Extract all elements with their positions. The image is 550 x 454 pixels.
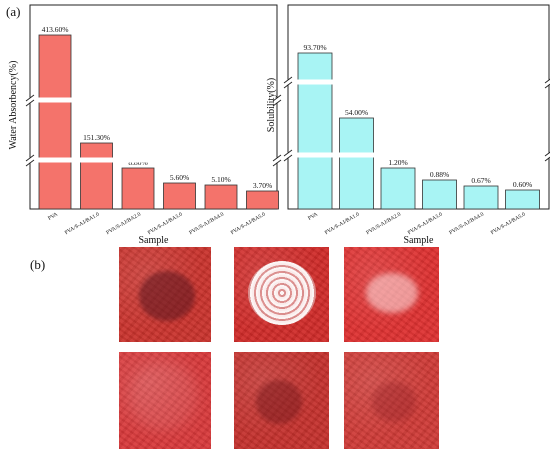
x-tick-label: PVA/S-AJ/BA4.0 bbox=[448, 211, 485, 236]
bar bbox=[505, 189, 540, 210]
bar bbox=[380, 167, 416, 210]
x-tick-label: PVA bbox=[307, 212, 319, 222]
bar bbox=[204, 184, 238, 210]
residue-mark bbox=[366, 273, 418, 313]
data-label: 0.88% bbox=[430, 170, 449, 179]
break-mark bbox=[544, 78, 550, 89]
x-tick-label: PVA/S-AJ/BA1.0 bbox=[64, 211, 101, 236]
sample-photo bbox=[119, 247, 211, 342]
bar bbox=[463, 185, 499, 210]
x-axis-title: Sample bbox=[139, 235, 170, 246]
data-label: 3.70% bbox=[253, 181, 272, 190]
break-mark bbox=[25, 94, 35, 107]
leather-texture bbox=[119, 352, 211, 449]
panel-b-label: (b) bbox=[30, 257, 46, 272]
x-axis-title: Sample bbox=[404, 235, 435, 246]
water-stain bbox=[139, 271, 195, 321]
axis-break bbox=[28, 97, 279, 103]
y-axis-title: Water Absorbency(%) bbox=[8, 61, 19, 150]
y-axis-title: Solubility(%) bbox=[266, 78, 277, 132]
data-label: 0.60% bbox=[513, 180, 532, 189]
bar bbox=[121, 167, 155, 210]
bar bbox=[38, 34, 72, 210]
bar bbox=[297, 52, 333, 210]
bar bbox=[80, 142, 113, 210]
bar bbox=[163, 182, 196, 210]
clean-surface bbox=[129, 362, 199, 432]
x-tick-label: PVA/S-AJ/BA3.0 bbox=[407, 211, 444, 236]
break-mark bbox=[272, 154, 282, 167]
leather-texture bbox=[234, 352, 329, 449]
x-tick-label: PVA bbox=[47, 212, 59, 222]
dissolved-film bbox=[248, 261, 316, 325]
data-label: 5.60% bbox=[170, 173, 189, 182]
x-tick-label: PVA/S-AJ/BA5.0 bbox=[230, 211, 267, 236]
data-label: 54.00% bbox=[345, 108, 368, 117]
data-label: 5.10% bbox=[211, 175, 230, 184]
break-mark bbox=[283, 149, 293, 162]
break-mark bbox=[25, 154, 35, 167]
bar bbox=[339, 117, 374, 210]
bar-charts: 413.60%PVA151.30%PVA/S-AJ/BA1.08.80%PVA/… bbox=[8, 4, 550, 246]
axis-break bbox=[286, 79, 550, 85]
axis-break bbox=[286, 152, 550, 158]
sample-photo bbox=[344, 247, 439, 342]
break-mark bbox=[283, 76, 293, 89]
x-tick-label: PVA/S-AJ/BA4.0 bbox=[188, 211, 225, 236]
sample-photo bbox=[344, 352, 439, 449]
sample-photo bbox=[234, 352, 329, 449]
bar bbox=[246, 190, 279, 210]
axis-break bbox=[28, 157, 279, 163]
x-tick-label: PVA/S-AJ/BA5.0 bbox=[490, 211, 527, 236]
chart-1: 413.60%PVA151.30%PVA/S-AJ/BA1.08.80%PVA/… bbox=[8, 4, 282, 246]
data-label: 151.30% bbox=[83, 133, 110, 142]
leather-texture bbox=[119, 247, 211, 342]
bar bbox=[422, 179, 457, 210]
leather-texture bbox=[344, 352, 439, 449]
break-mark bbox=[544, 151, 550, 162]
x-tick-label: PVA/S-AJ/BA1.0 bbox=[324, 211, 361, 236]
sample-photo bbox=[234, 247, 329, 342]
plot-frame bbox=[287, 4, 550, 210]
sample-photo bbox=[119, 352, 211, 449]
water-stain bbox=[256, 380, 302, 424]
chart-2: 93.70% PVA 54.00% PVA/S-AJ/BA1.0 1.20% PVA/S-… bbox=[266, 4, 550, 246]
data-label: 0.67% bbox=[471, 176, 490, 185]
data-label: 413.60% bbox=[42, 25, 69, 34]
panel-a-label: (a) bbox=[6, 4, 21, 19]
x-tick-label: PVA/S-AJ/BA2.0 bbox=[365, 211, 402, 236]
water-stain bbox=[372, 382, 416, 422]
break-mark bbox=[272, 94, 282, 107]
x-tick-label: PVA/S-AJ/BA3.0 bbox=[147, 211, 184, 236]
data-label: 93.70% bbox=[303, 43, 326, 52]
x-tick-label: PVA/S-AJ/BA2.0 bbox=[105, 211, 142, 236]
data-label: 1.20% bbox=[388, 158, 407, 167]
